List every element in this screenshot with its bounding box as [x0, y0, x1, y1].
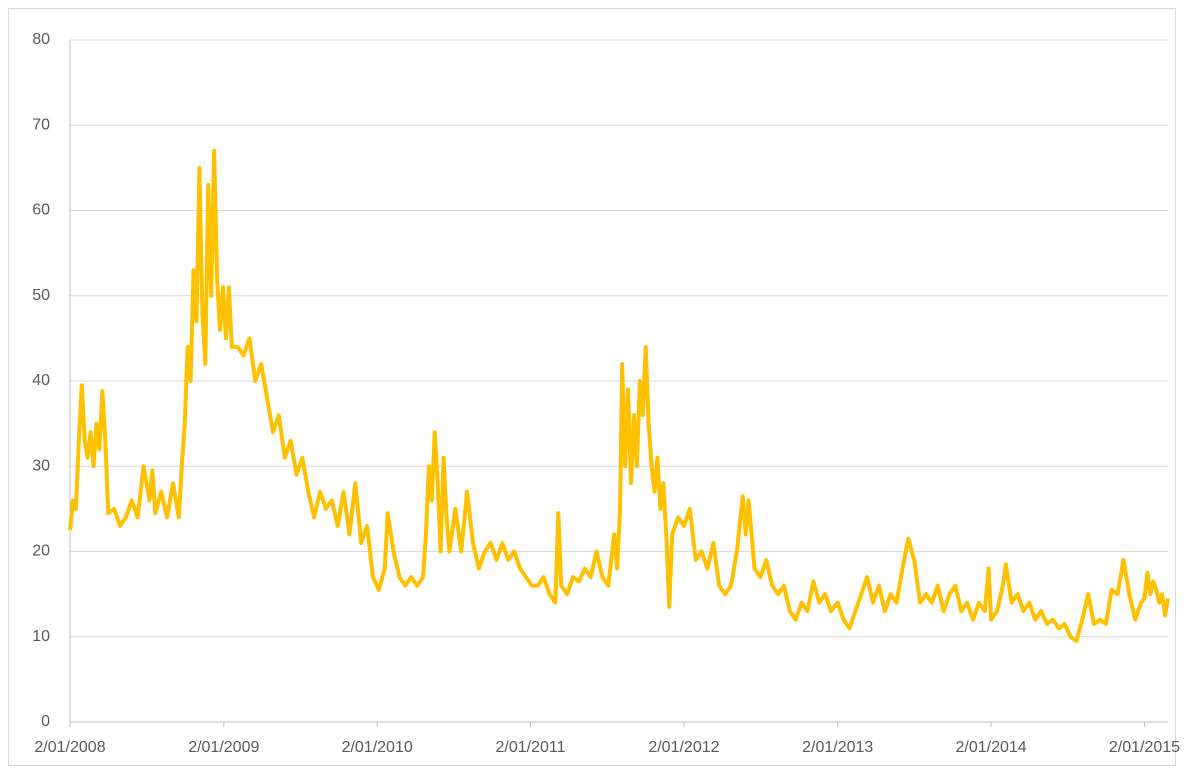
x-tick-label: 2/01/2012 — [648, 739, 719, 756]
x-tick-label: 2/01/2010 — [342, 739, 413, 756]
y-tick-label: 50 — [32, 287, 50, 304]
y-tick-label: 80 — [32, 31, 50, 48]
x-tick-label: 2/01/2008 — [34, 739, 105, 756]
x-tick-label: 2/01/2015 — [1109, 739, 1180, 756]
x-tick-label: 2/01/2014 — [955, 739, 1026, 756]
y-tick-label: 10 — [32, 628, 50, 645]
y-tick-label: 0 — [41, 713, 50, 730]
y-tick-label: 20 — [32, 543, 50, 560]
chart-border — [8, 8, 1176, 766]
x-tick-label: 2/01/2011 — [496, 739, 566, 756]
x-tick-label: 2/01/2013 — [802, 739, 873, 756]
data-line — [68, 148, 1170, 644]
y-tick-label: 60 — [32, 202, 50, 219]
x-tick-label: 2/01/2009 — [188, 739, 259, 756]
y-tick-label: 40 — [32, 372, 50, 389]
y-tick-label: 70 — [32, 116, 50, 133]
y-tick-label: 30 — [32, 457, 50, 474]
